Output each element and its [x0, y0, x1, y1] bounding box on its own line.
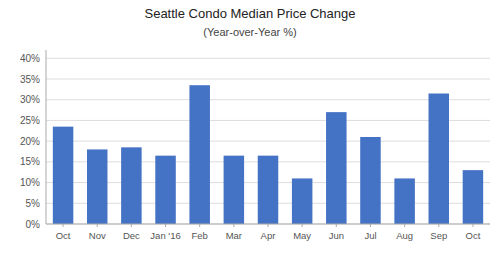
- bar: [189, 85, 209, 224]
- bar: [463, 170, 483, 224]
- chart-container: Seattle Condo Median Price Change (Year-o…: [0, 0, 500, 256]
- x-tick: [336, 224, 337, 227]
- x-tick: [404, 224, 405, 227]
- grid-line: [46, 141, 490, 142]
- x-axis: Oct Nov Dec Jan '16 Feb Mar Apr May Jun Jul Aug Sep…: [46, 224, 490, 241]
- chart-svg: Seattle Condo Median Price Change (Year-o…: [0, 0, 500, 256]
- grid-line: [46, 79, 490, 80]
- x-tick: [131, 224, 132, 227]
- y-tick-label: 25%: [20, 115, 40, 126]
- x-tick-label: Jun: [329, 230, 344, 241]
- x-tick-label: Aug: [396, 230, 413, 241]
- bar: [292, 178, 312, 224]
- x-tick: [97, 224, 98, 227]
- y-tick-label: 15%: [20, 156, 40, 167]
- y-axis: 0% 5% 10% 15% 20% 25% 30% 35% 40%: [20, 50, 46, 230]
- x-tick: [165, 224, 166, 227]
- x-tick-label: Sep: [430, 230, 447, 241]
- grid-line: [46, 58, 490, 59]
- x-tick: [472, 224, 473, 227]
- bar: [87, 149, 107, 224]
- x-tick-label: Jul: [364, 230, 376, 241]
- page: {"chart_data": {"type": "bar", "title": …: [0, 0, 500, 256]
- x-tick: [268, 224, 269, 227]
- x-tick-label: Dec: [123, 230, 140, 241]
- x-tick: [233, 224, 234, 227]
- x-tick: [63, 224, 64, 227]
- y-axis-line: [46, 50, 47, 224]
- x-tick-label: Oct: [56, 230, 71, 241]
- x-tick-label: Mar: [226, 230, 242, 241]
- bar: [360, 137, 380, 224]
- y-tick-label: 35%: [20, 74, 40, 85]
- bar: [155, 156, 175, 224]
- grid: [46, 58, 490, 224]
- x-tick-label: May: [293, 230, 311, 241]
- bar: [53, 127, 73, 224]
- y-tick-label: 40%: [20, 53, 40, 64]
- bar: [326, 112, 346, 224]
- bar: [429, 94, 449, 225]
- bars: [53, 85, 483, 224]
- x-tick-label: Apr: [261, 230, 276, 241]
- title: Seattle Condo Median Price Change: [144, 6, 355, 21]
- x-tick: [199, 224, 200, 227]
- x-tick-label: Nov: [89, 230, 106, 241]
- y-tick-label: 20%: [20, 136, 40, 147]
- grid-line: [46, 120, 490, 121]
- x-tick-label: Jan '16: [150, 230, 180, 241]
- bar: [394, 178, 414, 224]
- y-tick-label: 0%: [26, 219, 41, 230]
- y-tick-label: 10%: [20, 177, 40, 188]
- x-tick: [370, 224, 371, 227]
- x-tick-label: Oct: [466, 230, 481, 241]
- x-tick-label: Feb: [192, 230, 208, 241]
- x-tick: [302, 224, 303, 227]
- bar: [258, 156, 278, 224]
- subtitle: (Year-over-Year %): [203, 26, 296, 38]
- bar: [224, 156, 244, 224]
- y-tick-label: 30%: [20, 94, 40, 105]
- grid-line: [46, 99, 490, 100]
- bar: [121, 147, 141, 224]
- x-tick: [438, 224, 439, 227]
- y-tick-label: 5%: [26, 198, 41, 209]
